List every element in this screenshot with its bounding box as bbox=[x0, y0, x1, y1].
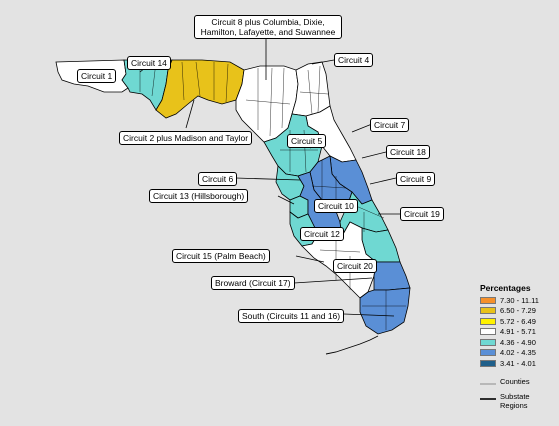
legend-substate: Substate Regions bbox=[480, 392, 556, 410]
legend-range-label: 6.50 - 7.29 bbox=[500, 306, 536, 316]
label-south: South (Circuits 11 and 16) bbox=[238, 309, 345, 323]
label-circuit5: Circuit 5 bbox=[287, 134, 327, 148]
legend-swatch bbox=[480, 359, 496, 367]
label-circuit8: Circuit 8 plus Columbia, Dixie, Hamilton… bbox=[194, 15, 342, 39]
label-circuit10: Circuit 10 bbox=[314, 199, 358, 213]
counties-line-icon bbox=[480, 383, 496, 384]
legend-range-label: 4.36 - 4.90 bbox=[500, 337, 536, 347]
label-circuit7: Circuit 7 bbox=[370, 118, 410, 132]
legend-range-label: 7.30 - 11.11 bbox=[500, 295, 539, 305]
legend: Percentages 7.30 - 11.11 6.50 - 7.29 5.72 … bbox=[480, 283, 556, 410]
legend-item: 3.41 - 4.01 bbox=[480, 358, 556, 369]
florida-keys bbox=[325, 335, 379, 355]
label-circuit9: Circuit 9 bbox=[396, 172, 436, 186]
label-circuit2: Circuit 2 plus Madison and Taylor bbox=[119, 131, 253, 145]
legend-range-label: 4.91 - 5.71 bbox=[500, 327, 536, 337]
legend-swatch bbox=[480, 317, 496, 325]
legend-range-label: 5.72 - 6.49 bbox=[500, 316, 536, 326]
substate-line-icon bbox=[480, 397, 496, 400]
legend-swatch bbox=[480, 328, 496, 336]
legend-range-label: 3.41 - 4.01 bbox=[500, 358, 536, 368]
legend-item: 6.50 - 7.29 bbox=[480, 306, 556, 317]
legend-swatch bbox=[480, 307, 496, 315]
label-circuit17: Broward (Circuit 17) bbox=[211, 276, 295, 290]
label-circuit14: Circuit 14 bbox=[127, 56, 171, 70]
label-circuit18: Circuit 18 bbox=[386, 145, 430, 159]
legend-rows: 7.30 - 11.11 6.50 - 7.29 5.72 - 6.49 4.91 -… bbox=[480, 295, 556, 369]
legend-swatch bbox=[480, 296, 496, 304]
region-circuit17 bbox=[373, 261, 411, 291]
label-circuit1: Circuit 1 bbox=[77, 69, 117, 83]
label-circuit19: Circuit 19 bbox=[400, 207, 444, 221]
legend-item: 4.02 - 4.35 bbox=[480, 348, 556, 359]
label-circuit20: Circuit 20 bbox=[333, 259, 377, 273]
legend-swatch bbox=[480, 349, 496, 357]
label-circuit15: Circuit 15 (Palm Beach) bbox=[172, 249, 270, 263]
county-lines bbox=[139, 61, 406, 330]
label-circuit13: Circuit 13 (Hillsborough) bbox=[149, 189, 249, 203]
legend-counties: Counties bbox=[480, 377, 556, 386]
label-circuit12: Circuit 12 bbox=[300, 227, 344, 241]
label-circuit4: Circuit 4 bbox=[334, 53, 374, 67]
legend-substate-label: Substate Regions bbox=[500, 391, 530, 410]
legend-title: Percentages bbox=[480, 283, 531, 293]
legend-swatch bbox=[480, 338, 496, 346]
legend-item: 5.72 - 6.49 bbox=[480, 316, 556, 327]
region-circuit2 bbox=[155, 59, 245, 119]
legend-range-label: 4.02 - 4.35 bbox=[500, 348, 536, 358]
legend-item: 4.91 - 5.71 bbox=[480, 327, 556, 338]
legend-item: 4.36 - 4.90 bbox=[480, 337, 556, 348]
legend-item: 7.30 - 11.11 bbox=[480, 295, 556, 306]
label-circuit6: Circuit 6 bbox=[198, 172, 238, 186]
legend-counties-label: Counties bbox=[500, 376, 530, 386]
region-circuit4 bbox=[291, 61, 331, 117]
region-south bbox=[359, 287, 411, 335]
